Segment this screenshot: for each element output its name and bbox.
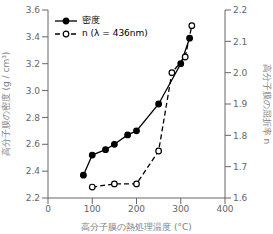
html-text:n (λ = 436nm): n (λ = 436nm) [82,28,148,38]
svg-text:100: 100 [84,204,101,214]
svg-text:2.2: 2.2 [26,193,40,203]
svg-text:高分子膜の密度 (g / cm³): 高分子膜の密度 (g / cm³) [8,52,11,157]
html-text:密度: 密度 [82,15,100,25]
svg-text:0: 0 [45,204,51,214]
svg-text:300: 300 [172,204,189,214]
svg-text:2.8: 2.8 [26,113,41,123]
svg-text:1.8: 1.8 [233,131,248,141]
svg-text:2.0: 2.0 [233,68,248,78]
svg-text:2.4: 2.4 [26,166,41,176]
svg-text:200: 200 [128,204,145,214]
svg-text:3.6: 3.6 [26,5,41,15]
svg-text:1.6: 1.6 [233,193,248,203]
svg-text:2.6: 2.6 [26,139,41,149]
svg-text:1.9: 1.9 [233,99,248,109]
svg-text:2.2: 2.2 [233,5,247,15]
svg-text:2.1: 2.1 [233,37,247,47]
svg-text:高分子膜の熱処理温度 (°C): 高分子膜の熱処理温度 (°C) [81,222,192,232]
svg-text:3.2: 3.2 [26,59,40,69]
svg-text:3.4: 3.4 [26,32,41,42]
svg-text:3.0: 3.0 [26,86,41,96]
svg-text:高分子膜の屈折率 n: 高分子膜の屈折率 n [262,64,265,145]
svg-text:1.7: 1.7 [233,162,247,172]
svg-text:400: 400 [216,204,233,214]
